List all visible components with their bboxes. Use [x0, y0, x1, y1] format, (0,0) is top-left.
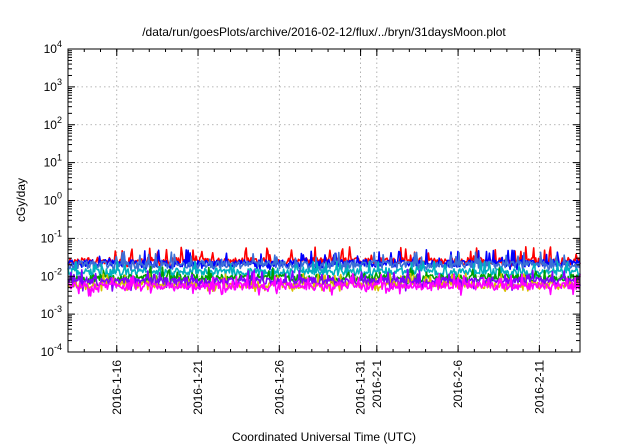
x-tick-label: 2016-1-26 [272, 360, 286, 415]
chart-title: /data/run/goesPlots/archive/2016-02-12/f… [142, 25, 506, 39]
x-tick-label: 2016-2-11 [532, 360, 546, 414]
grid [68, 49, 580, 352]
y-tick-label: 10-3 [41, 304, 62, 321]
series-line-6 [67, 268, 581, 292]
x-tick-label: 2016-2-1 [370, 360, 384, 408]
y-tick-label: 101 [44, 153, 62, 170]
y-tick-labels: 104 103 102 101 100 10-1 10-2 10-3 10-4 [41, 39, 62, 359]
y-axis-label: cGy/day [14, 178, 28, 222]
axis-ticks [68, 48, 580, 353]
y-tick-label: 102 [44, 115, 62, 132]
y-tick-label: 100 [44, 191, 62, 208]
x-tick-label: 2016-2-6 [451, 360, 465, 408]
y-tick-label: 10-4 [41, 342, 62, 359]
y-tick-label: 104 [44, 39, 62, 56]
y-tick-label: 10-2 [41, 266, 62, 283]
x-tick-labels: 2016-1-16 2016-1-21 2016-1-26 2016-1-31 2016… [110, 360, 547, 415]
y-tick-label: 10-1 [41, 228, 62, 245]
series-group [67, 246, 581, 297]
series-line-7 [67, 272, 581, 297]
x-tick-label: 2016-1-21 [191, 360, 205, 415]
x-tick-label: 2016-1-16 [110, 360, 124, 415]
y-tick-label: 103 [44, 77, 62, 94]
x-axis-label: Coordinated Universal Time (UTC) [232, 430, 416, 444]
x-tick-label: 2016-1-31 [354, 360, 368, 415]
